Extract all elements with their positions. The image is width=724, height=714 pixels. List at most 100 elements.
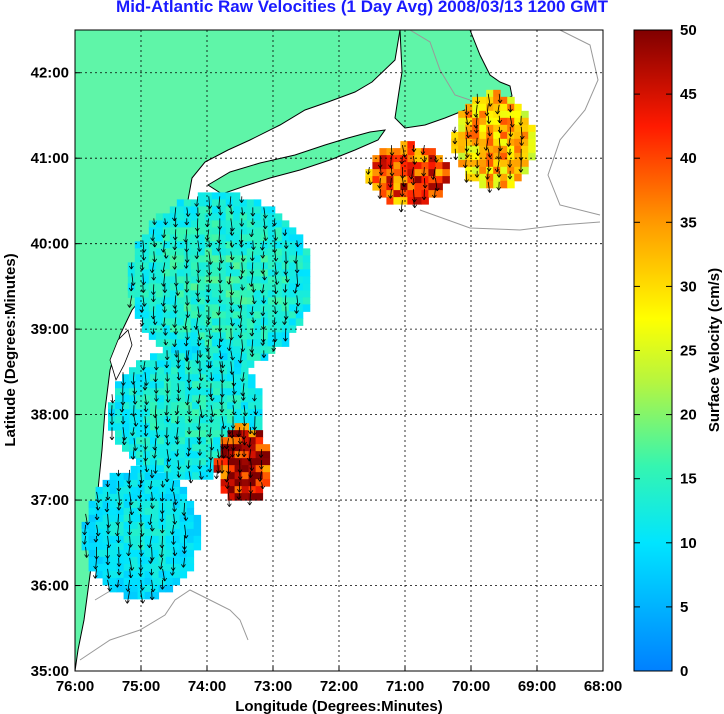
velocity-arrow — [164, 218, 167, 225]
velocity-cell — [130, 514, 139, 523]
velocity-cell — [136, 437, 144, 445]
velocity-arrow-head — [176, 389, 180, 394]
velocity-arrow-head — [110, 399, 114, 404]
velocity-arrow-head — [210, 335, 213, 340]
velocity-cell — [486, 110, 494, 119]
velocity-arrow-head — [220, 355, 224, 360]
velocity-arrow-head — [130, 574, 134, 579]
velocity-cell — [204, 290, 213, 298]
velocity-cell — [109, 584, 118, 593]
velocity-arrow-head — [240, 258, 244, 262]
velocity-cell — [486, 89, 494, 98]
velocity-arrow-head — [377, 164, 381, 169]
velocity-arrow — [229, 196, 232, 208]
velocity-cell — [260, 318, 269, 326]
velocity-arrow-head — [221, 393, 225, 398]
velocity-arrow-head — [452, 129, 455, 134]
velocity-arrow-head — [242, 287, 245, 291]
velocity-arrow-head — [149, 521, 153, 526]
velocity-arrow — [154, 438, 157, 451]
velocity-cell — [172, 577, 181, 586]
velocity-arrow-head — [117, 584, 120, 588]
velocity-arrow-head — [282, 232, 286, 236]
velocity-cell — [162, 276, 171, 284]
velocity-cell — [116, 570, 125, 579]
velocity-arrow — [153, 449, 157, 459]
velocity-arrow-head — [159, 518, 163, 523]
velocity-cell — [442, 176, 450, 184]
velocity-cell — [148, 241, 157, 249]
velocity-arrow-head — [251, 311, 255, 316]
velocity-cell — [528, 145, 536, 154]
velocity-arrow-head — [171, 488, 175, 492]
velocity-arrow-head — [154, 454, 157, 459]
velocity-cell — [190, 241, 199, 249]
velocity-arrow — [177, 471, 180, 478]
velocity-arrow-head — [107, 561, 111, 566]
velocity-cell — [192, 416, 200, 424]
velocity-arrow — [153, 251, 156, 262]
velocity-cell — [143, 360, 151, 368]
velocity-arrow-head — [106, 575, 110, 579]
velocity-arrow-head — [221, 259, 224, 264]
velocity-arrow-head — [122, 436, 125, 441]
velocity-arrow-head — [132, 432, 135, 436]
velocity-arrow-head — [475, 143, 479, 147]
velocity-cell — [206, 444, 214, 452]
velocity-arrow-head — [175, 223, 178, 228]
velocity-cell — [162, 213, 171, 221]
velocity-cell — [248, 409, 256, 417]
velocity-cell — [414, 169, 422, 177]
velocity-arrow-head — [197, 292, 200, 297]
velocity-arrow-head — [367, 171, 371, 175]
velocity-arrow-head — [127, 531, 130, 536]
velocity-arrow — [155, 427, 159, 439]
velocity-cell — [197, 283, 206, 291]
velocity-cell — [493, 96, 501, 105]
velocity-cell — [435, 162, 443, 170]
velocity-arrow-head — [142, 303, 145, 307]
velocity-cell — [241, 444, 250, 452]
velocity-arrow-head — [198, 386, 202, 390]
velocity-cell — [232, 269, 241, 277]
velocity-arrow-head — [475, 152, 479, 156]
velocity-arrow-head — [250, 490, 254, 494]
colorbar-tick-label: 50 — [680, 22, 697, 39]
velocity-arrow-head — [128, 287, 132, 292]
velocity-arrow-head — [216, 205, 220, 209]
velocity-arrow-head — [207, 212, 211, 217]
velocity-arrow-head — [229, 232, 233, 236]
velocity-cell — [493, 124, 501, 133]
velocity-cell — [241, 437, 250, 445]
velocity-arrow-head — [160, 302, 164, 307]
velocity-cell — [197, 290, 206, 298]
velocity-arrow — [118, 546, 120, 558]
velocity-cell — [134, 311, 143, 319]
velocity-arrow — [475, 104, 478, 118]
velocity-arrow-head — [134, 400, 138, 405]
velocity-cell — [288, 283, 297, 291]
velocity-cell — [260, 325, 269, 333]
velocity-cell — [246, 248, 255, 256]
velocity-cell — [197, 227, 206, 235]
velocity-cell — [253, 262, 262, 270]
velocity-arrow-head — [282, 302, 286, 306]
velocity-cell — [227, 430, 236, 438]
velocity-arrow — [240, 273, 243, 280]
velocity-cell — [288, 311, 297, 319]
velocity-cell — [129, 367, 137, 375]
velocity-arrow — [230, 350, 234, 361]
velocity-cell — [199, 437, 207, 445]
velocity-arrow-head — [231, 211, 234, 215]
velocity-arrow-head — [239, 315, 243, 319]
velocity-cell — [122, 409, 130, 417]
velocity-arrow-head — [167, 390, 170, 394]
velocity-arrow — [207, 295, 210, 303]
velocity-cell — [274, 227, 283, 235]
velocity-arrow — [509, 126, 512, 137]
velocity-cell — [183, 325, 192, 333]
velocity-cell — [109, 507, 118, 516]
velocity-arrow — [263, 218, 266, 229]
velocity-arrow-head — [162, 289, 166, 293]
velocity-cell — [241, 381, 249, 389]
